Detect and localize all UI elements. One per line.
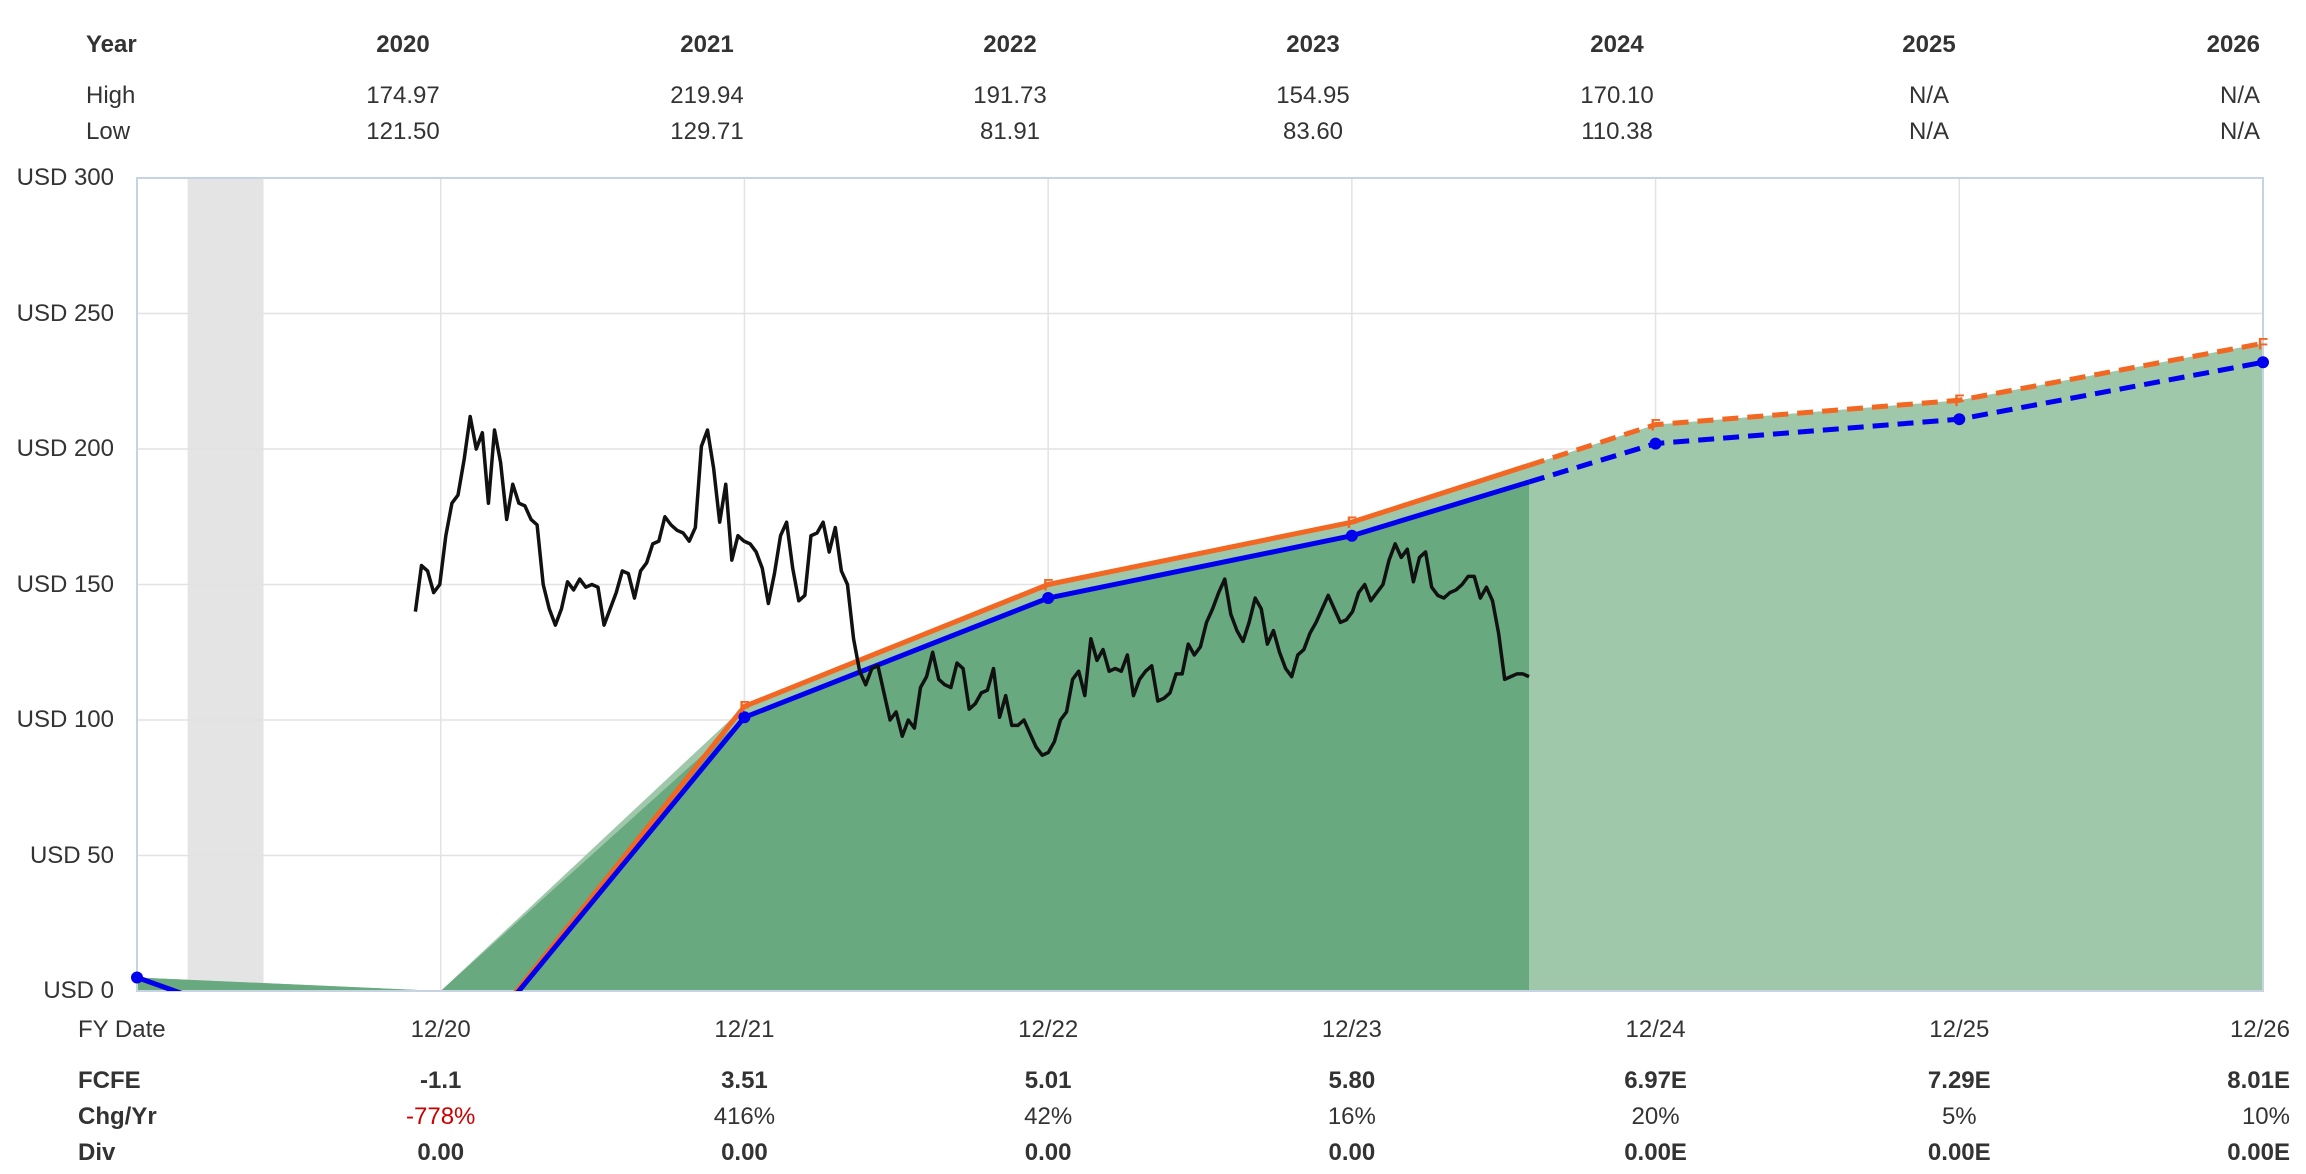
fcfe-point xyxy=(1953,413,1966,426)
header-year: 2022 xyxy=(983,31,1037,58)
header-low: N/A xyxy=(2219,118,2260,145)
header-year: 2023 xyxy=(1286,31,1340,58)
fair-value-line-group xyxy=(137,340,2264,991)
plot-frame xyxy=(136,177,2264,992)
footer-chg-value: 42% xyxy=(1024,1103,1073,1130)
footer-div-value: 0.00 xyxy=(1024,1139,1072,1166)
fair-value-line-forecast xyxy=(1528,340,2264,468)
forecast-marker: F xyxy=(1954,391,1964,410)
footer-fcfe-value: 8.01E xyxy=(2227,1067,2290,1094)
actual-area-group xyxy=(137,481,1530,991)
fcfe-point xyxy=(131,971,143,984)
header-low: 129.71 xyxy=(670,118,744,145)
header-year: 2024 xyxy=(1590,31,1644,58)
header-year: 2026 xyxy=(2206,31,2260,58)
header-high: N/A xyxy=(2219,82,2260,109)
header-row-label-year: Year xyxy=(86,31,137,58)
footer-fcfe-value: 3.51 xyxy=(721,1067,768,1094)
fcfe-point xyxy=(1649,437,1662,450)
header-high: 170.10 xyxy=(1580,82,1654,109)
header-row-label-high: High xyxy=(86,82,136,109)
footer-row-label-div: Div xyxy=(78,1139,116,1166)
y-tick-label: USD 50 xyxy=(29,841,114,869)
footer-div-value: 0.00 xyxy=(417,1139,465,1166)
y-tick-label: USD 0 xyxy=(43,977,114,1004)
header-year: 2020 xyxy=(376,31,430,58)
footer-div-value: 0.00E xyxy=(2227,1139,2290,1166)
fcfe-line-forecast xyxy=(1528,359,2264,485)
x-tick-label: 12/25 xyxy=(1929,1016,1990,1043)
footer-fcfe-value: 5.80 xyxy=(1328,1067,1376,1094)
y-tick-label: USD 150 xyxy=(16,570,114,598)
header-low: 121.50 xyxy=(366,118,440,145)
footer-chg-value: 16% xyxy=(1327,1103,1376,1130)
footer-div-value: 0.00 xyxy=(721,1139,768,1166)
fcfe-line-group xyxy=(137,359,2264,991)
y-tick-label: USD 200 xyxy=(16,435,114,462)
footer-chg-value: 10% xyxy=(2241,1103,2290,1130)
footer-chg-value: 416% xyxy=(713,1103,776,1130)
x-tick-label: 12/20 xyxy=(410,1016,471,1043)
forecast-marker: F xyxy=(2258,334,2268,353)
footer-div-value: 0.00E xyxy=(1624,1139,1687,1166)
fcfe-area-actual xyxy=(137,481,1530,991)
fcfe-point xyxy=(1345,529,1358,542)
header-high: 154.95 xyxy=(1276,82,1350,109)
footer-row-label-date: FY Date xyxy=(78,1016,166,1043)
footer-row-label-chg: Chg/Yr xyxy=(78,1103,157,1130)
x-tick-label: 12/26 xyxy=(2229,1016,2290,1043)
fcfe-line-actual xyxy=(137,479,1530,991)
y-tick-label: USD 300 xyxy=(16,164,114,191)
footer-fcfe-value: 6.97E xyxy=(1624,1067,1687,1094)
header-year: 2021 xyxy=(680,31,734,58)
header-row-label-low: Low xyxy=(86,118,131,145)
footer-fcfe-value: 5.01 xyxy=(1024,1067,1072,1094)
header-high: 219.94 xyxy=(670,82,744,109)
header-low: 81.91 xyxy=(979,118,1041,145)
fcfe-point xyxy=(1042,592,1055,605)
forecast-marker: F xyxy=(1650,416,1660,435)
forecast-marker: F xyxy=(1347,513,1357,532)
footer-chg-value: -778% xyxy=(406,1103,476,1130)
fcfe-point xyxy=(738,711,751,724)
footer-chg-value: 20% xyxy=(1631,1103,1680,1130)
footer-row-label-fcfe: FCFE xyxy=(78,1067,141,1094)
footer-chg-value: 5% xyxy=(1941,1103,1977,1130)
header-high: 191.73 xyxy=(973,82,1047,109)
footer-fcfe-value: 7.29E xyxy=(1927,1067,1991,1094)
x-tick-label: 12/23 xyxy=(1321,1016,1382,1043)
header-low: 110.38 xyxy=(1581,118,1653,145)
forecast-marker: F xyxy=(739,697,749,716)
footer-div-value: 0.00 xyxy=(1328,1139,1376,1166)
header-high: N/A xyxy=(1908,82,1950,109)
x-tick-label: 12/21 xyxy=(714,1016,775,1043)
x-tick-label: 12/22 xyxy=(1018,1016,1079,1043)
footer-div-value: 0.00E xyxy=(1927,1139,1991,1166)
y-tick-label: USD 250 xyxy=(16,299,114,327)
header-low: N/A xyxy=(1908,118,1950,145)
footer-fcfe-value: -1.1 xyxy=(420,1067,462,1094)
header-high: 174.97 xyxy=(366,82,440,109)
fcfe-point xyxy=(2257,356,2269,369)
x-tick-label: 12/24 xyxy=(1625,1016,1686,1043)
price-line xyxy=(413,414,1530,757)
y-tick-label: USD 100 xyxy=(16,706,114,733)
forecast-marker: F xyxy=(1043,576,1053,595)
fair-value-line-actual xyxy=(137,462,1530,991)
header-year: 2025 xyxy=(1902,31,1956,58)
header-low: 83.60 xyxy=(1282,118,1344,145)
